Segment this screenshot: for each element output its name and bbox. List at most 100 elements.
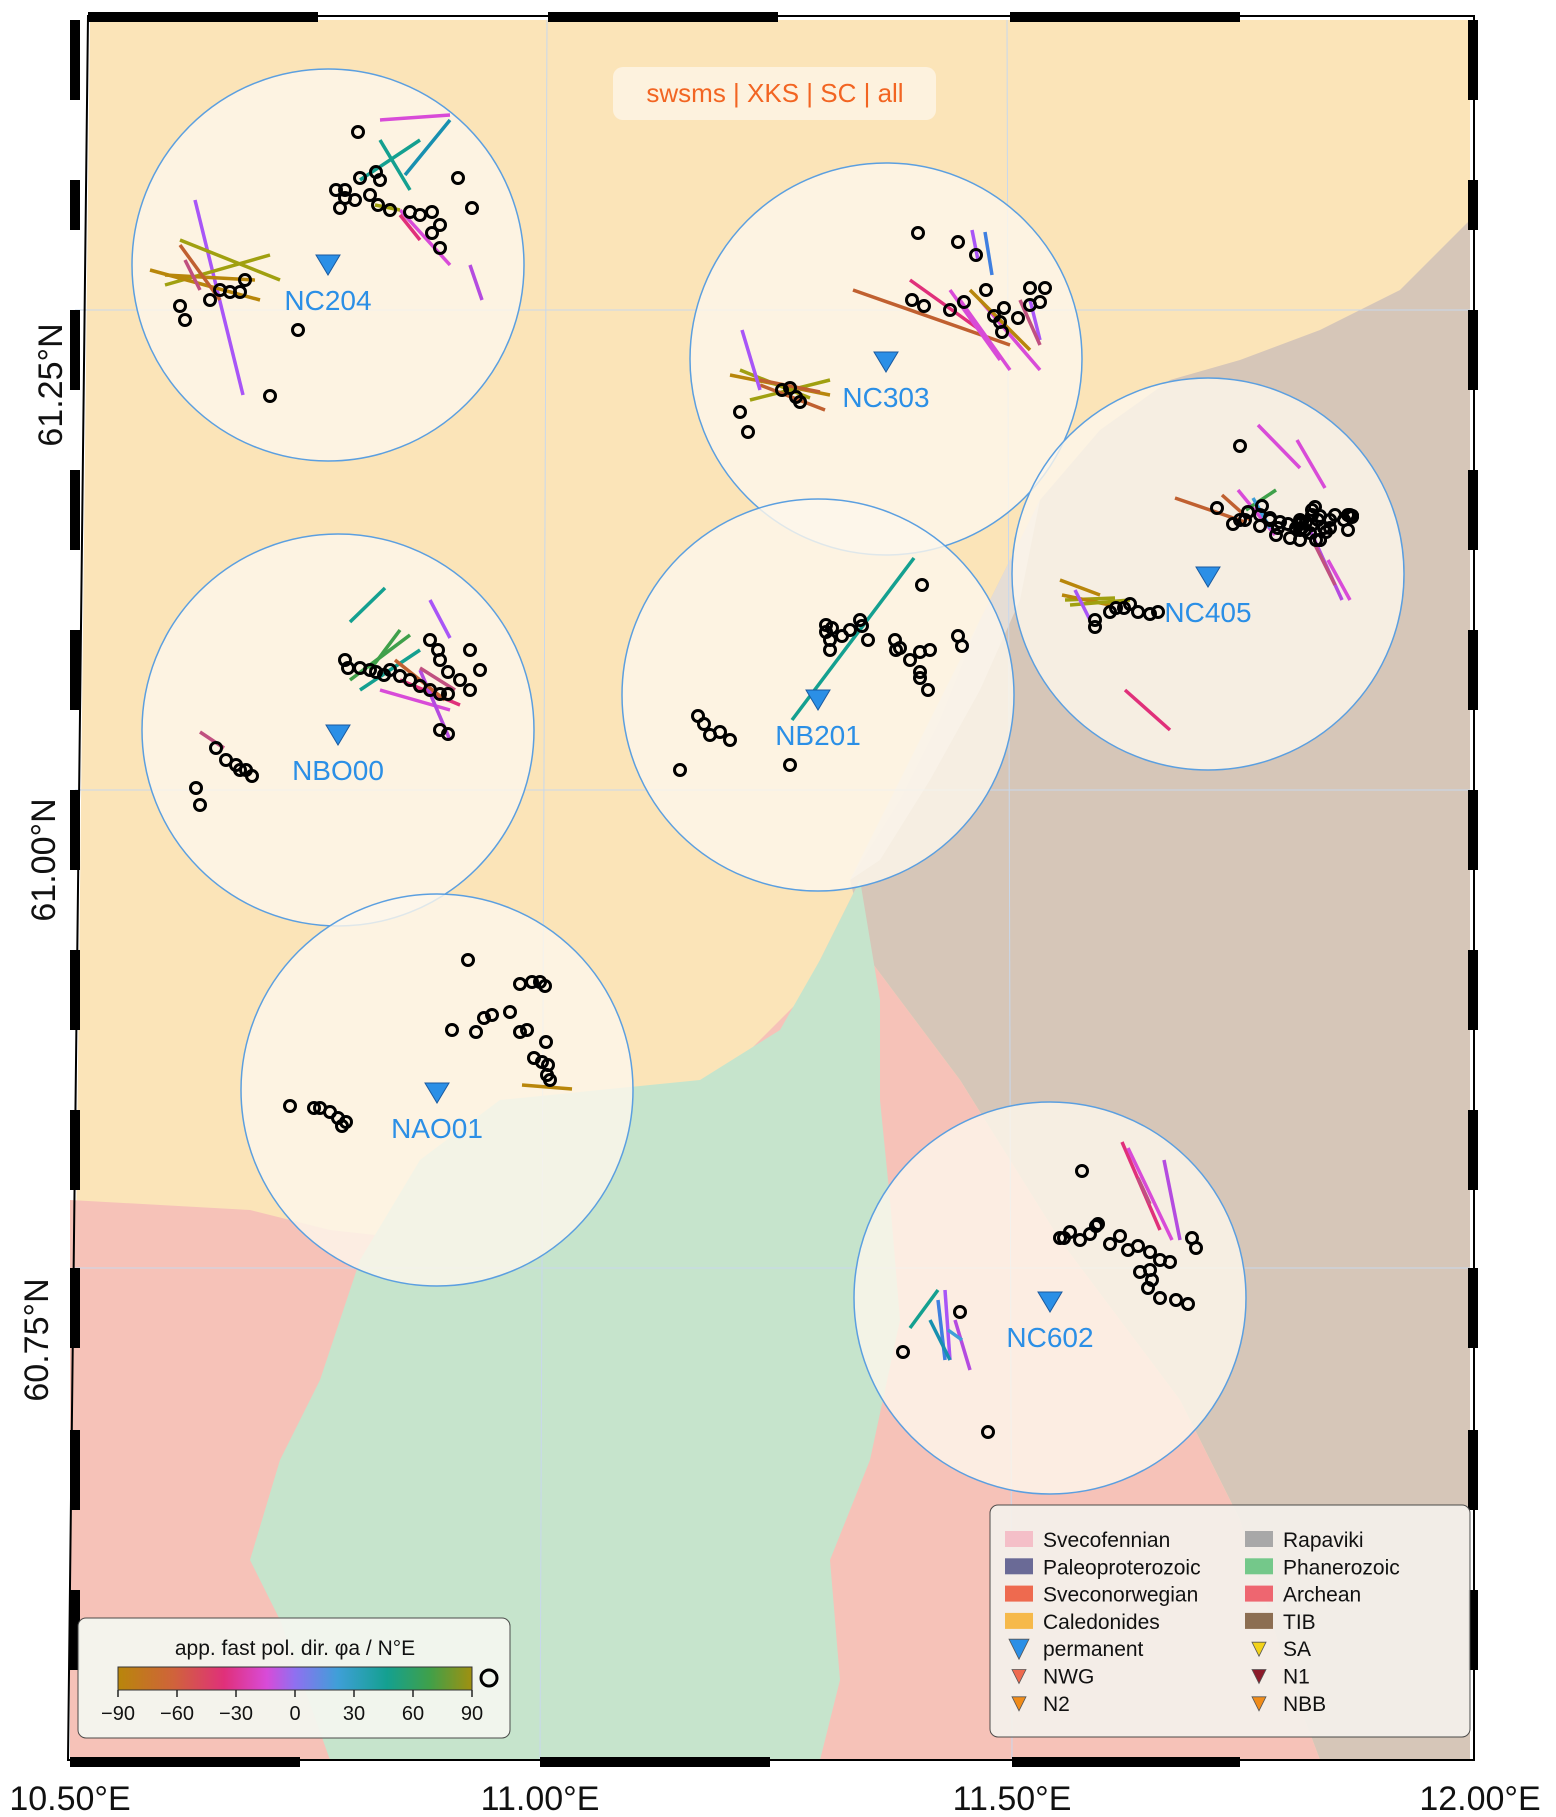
measurement-point [921,683,935,697]
measurement-point [369,665,383,679]
measurement-point [539,1035,553,1049]
legend-swatch [1245,1558,1273,1575]
measurement-point [1075,1164,1089,1178]
measurement-point [1133,1265,1147,1279]
splitting-bar [1073,589,1092,621]
legend-column-left: Svecofennian Paleoproterozoic Sveconorwegi… [1005,1529,1201,1716]
splitting-bar [379,113,451,122]
splitting-bar [1064,596,1116,602]
station-marker-icon[interactable] [805,689,831,711]
measurement-point [213,283,227,297]
measurement-point [441,727,455,741]
measurement-point [953,1305,967,1319]
measurement-point [433,218,447,232]
frame-tick [540,1757,770,1767]
splitting-bar [179,238,281,282]
lat-axis: 61.25°N 61.00°N 60.75°N [18,323,70,1401]
colorbar-tick-label: −60 [160,1703,194,1725]
colorbar-tick-label: 60 [402,1703,424,1725]
measurement-point [911,226,925,240]
frame-checker [70,12,1478,1767]
lon-axis: 10.50°E 11.00°E 11.50°E 12.00°E [9,1780,1540,1817]
measurement-point [1088,613,1102,627]
frame-tick [1468,790,1478,870]
splitting-bar [1059,578,1101,597]
measurement-point [469,1025,483,1039]
frame-tick [70,20,80,100]
measurement-point [1271,521,1285,535]
frame-tick [70,1268,80,1348]
measurement-point [981,1425,995,1439]
measurement-point [453,673,467,687]
measurement-point [1169,1293,1183,1307]
measurement-point [1344,509,1358,523]
colorbar-tick-label: −90 [101,1703,135,1725]
measurement-point [783,758,797,772]
station-label: NC405 [1164,597,1251,628]
measurement-point [338,653,352,667]
splitting-bar [1256,423,1302,470]
measurement-point [1241,505,1255,519]
measurement-point [1295,521,1309,535]
station-label: NBO00 [292,755,384,786]
measurement-point [1109,601,1123,615]
splitting-bar [1018,299,1042,346]
measurement-point [969,248,983,262]
frame-tick [70,1590,80,1670]
measurement-point [1011,311,1025,325]
station-marker-icon[interactable] [1195,566,1221,588]
station-marker-icon[interactable] [315,254,341,276]
frame-tick [70,630,80,710]
measurement-point [307,1101,321,1115]
legend-label: Archean [1283,1584,1361,1607]
colorbar-title: app. fast pol. dir. φa / N°E [175,1637,415,1660]
measurement-point [775,383,789,397]
measurement-point [793,395,807,409]
measurement-point [178,313,192,327]
legend-marker-icon [1011,1696,1027,1712]
measurement-point [1238,513,1252,527]
legend-swatch [1245,1585,1273,1602]
measurement-point [525,975,539,989]
measurement-point [1153,1291,1167,1305]
splitting-bar [759,383,826,412]
station-marker-icon[interactable] [424,1082,450,1104]
frame-tick [70,790,80,870]
splitting-bar [958,298,1012,372]
legend-marker-icon [1008,1638,1030,1661]
measurement-point [1143,1245,1157,1259]
measurement-point [538,979,552,993]
measurement-point [1089,1219,1103,1233]
measurement-point [431,643,445,657]
measurement-point [995,325,1009,339]
measurement-point [351,125,365,139]
legend-marker-icon [1011,1669,1027,1685]
splitting-bar [398,213,422,242]
measurement-point [520,1023,534,1037]
frame-tick [70,950,80,1030]
frame-tick [70,1757,300,1767]
splitting-bar [908,1288,940,1330]
measurement-point [463,683,477,697]
legend-swatch [1245,1531,1273,1547]
station-marker-icon[interactable] [873,351,899,373]
legend-label: TIB [1283,1611,1316,1634]
station-marker-icon[interactable] [1037,1291,1063,1313]
measurement-point [338,183,352,197]
measurement-point [413,208,427,222]
measurement-point [245,769,259,783]
station-marker-icon[interactable] [325,724,351,746]
measurement-point [1181,1297,1195,1311]
measurement-point [465,201,479,215]
station-label: NB201 [775,720,861,751]
measurement-point [951,235,965,249]
measurement-point [1088,620,1102,634]
geology-legend: Svecofennian Paleoproterozoic Sveconorwegi… [989,1504,1471,1738]
splitting-bar [943,1289,952,1361]
measurement-point [423,633,437,647]
measurement-point [733,405,747,419]
measurement-point [329,183,343,197]
measurement-point [861,633,875,647]
measurement-point [1226,517,1240,531]
measurement-point [283,1099,297,1113]
